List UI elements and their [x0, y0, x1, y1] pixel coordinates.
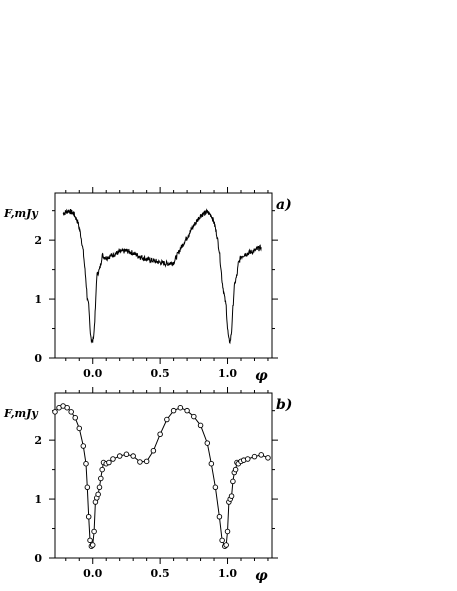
- panel-b-frame: [54, 392, 273, 559]
- data-point: [265, 455, 271, 461]
- y-tick-label: 1: [34, 293, 42, 306]
- observed-light-curve: [62, 208, 262, 345]
- data-point: [212, 484, 219, 491]
- panel-a: 0.0 0.5 1.0 0 1 2 F,mJy φ a): [3, 187, 292, 384]
- y-tick-label: 2: [34, 234, 42, 247]
- data-point: [164, 416, 170, 423]
- data-point: [91, 528, 97, 535]
- y-tick-label: 0: [34, 352, 42, 365]
- panel-b-y-axis-label: F,mJy: [3, 407, 39, 420]
- data-point: [98, 475, 104, 482]
- data-point: [177, 404, 184, 411]
- x-tick-label: 0.0: [83, 567, 102, 580]
- panel-a-y-axis-label: F,mJy: [3, 207, 39, 220]
- data-point: [204, 440, 211, 446]
- data-point: [68, 409, 74, 415]
- data-point: [157, 431, 163, 438]
- panel-b-tick-labels: 0.0 0.5 1.0 0 1 2: [34, 434, 237, 580]
- x-tick-label: 0.0: [83, 367, 102, 380]
- data-point: [224, 528, 231, 535]
- panel-b-tag: b): [276, 397, 292, 413]
- data-point: [116, 453, 123, 459]
- panel-a-frame: [54, 192, 273, 359]
- y-tick-label: 1: [34, 493, 42, 506]
- panel-a-series: [62, 208, 262, 345]
- data-point: [89, 542, 96, 548]
- data-point: [244, 456, 251, 462]
- x-tick-label: 1.0: [218, 367, 237, 380]
- data-point: [184, 407, 190, 414]
- data-point: [96, 484, 103, 491]
- data-point: [64, 404, 70, 411]
- data-point: [52, 409, 58, 415]
- data-point: [80, 443, 87, 449]
- data-point: [170, 407, 177, 414]
- data-point: [85, 514, 92, 520]
- data-point: [110, 456, 116, 462]
- data-point: [223, 542, 229, 548]
- x-tick-label: 0.5: [151, 567, 170, 580]
- panel-b: 0.0 0.5 1.0 0 1 2 F,mJy φ b): [3, 387, 292, 584]
- panel-b-x-axis-label: φ: [255, 568, 268, 584]
- x-tick-label: 0.5: [151, 367, 170, 380]
- panel-b-series: [52, 403, 271, 549]
- data-point: [123, 451, 130, 458]
- data-point: [87, 537, 93, 544]
- y-tick-label: 0: [34, 552, 42, 565]
- panel-a-tag: a): [276, 197, 292, 213]
- data-point: [143, 458, 150, 465]
- data-point: [72, 415, 78, 421]
- data-point: [219, 537, 225, 544]
- data-point: [258, 452, 264, 458]
- data-point: [191, 413, 197, 420]
- data-point: [230, 478, 236, 485]
- y-tick-label: 2: [34, 434, 42, 447]
- data-point: [99, 466, 105, 473]
- data-point: [216, 514, 223, 520]
- model-light-curve: [54, 405, 269, 548]
- data-point: [208, 460, 215, 467]
- data-point: [106, 459, 112, 466]
- panel-a-x-axis-label: φ: [255, 368, 268, 384]
- data-point: [130, 453, 136, 459]
- panel-a-ticks: [49, 187, 278, 364]
- data-point: [228, 493, 235, 499]
- panel-b-ticks: [49, 387, 278, 564]
- data-point: [232, 466, 239, 473]
- data-point: [150, 448, 157, 454]
- data-point: [197, 422, 204, 429]
- x-tick-label: 1.0: [218, 567, 237, 580]
- data-point: [137, 459, 143, 465]
- data-point: [95, 491, 101, 498]
- data-point: [84, 484, 91, 491]
- data-point: [83, 460, 89, 467]
- data-point: [251, 453, 258, 460]
- panel-a-tick-labels: 0.0 0.5 1.0 0 1 2: [34, 234, 237, 380]
- data-point: [76, 425, 83, 432]
